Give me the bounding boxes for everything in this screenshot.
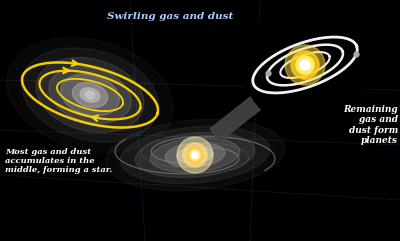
- Ellipse shape: [185, 150, 205, 160]
- Ellipse shape: [36, 57, 144, 133]
- Circle shape: [285, 45, 325, 85]
- Circle shape: [177, 137, 213, 173]
- Ellipse shape: [60, 74, 120, 116]
- Circle shape: [192, 152, 198, 158]
- FancyArrow shape: [210, 80, 285, 141]
- Ellipse shape: [72, 82, 108, 107]
- Text: Swirling gas and dust: Swirling gas and dust: [107, 12, 233, 21]
- Ellipse shape: [80, 88, 100, 102]
- Circle shape: [243, 3, 367, 127]
- Circle shape: [300, 60, 310, 70]
- Text: Most gas and dust
accumulates in the
middle, forming a star.: Most gas and dust accumulates in the mid…: [5, 148, 112, 174]
- Ellipse shape: [49, 67, 131, 123]
- Ellipse shape: [105, 119, 285, 191]
- Ellipse shape: [85, 91, 95, 99]
- Ellipse shape: [135, 133, 255, 178]
- Text: Remaining
gas and
dust form
planets: Remaining gas and dust form planets: [343, 105, 398, 145]
- Circle shape: [183, 143, 207, 167]
- Ellipse shape: [177, 147, 213, 163]
- Ellipse shape: [21, 48, 159, 142]
- Ellipse shape: [150, 138, 240, 172]
- Circle shape: [291, 51, 319, 79]
- Circle shape: [187, 147, 203, 163]
- Ellipse shape: [120, 126, 270, 184]
- Circle shape: [296, 56, 314, 74]
- Ellipse shape: [165, 143, 225, 167]
- Circle shape: [190, 150, 200, 160]
